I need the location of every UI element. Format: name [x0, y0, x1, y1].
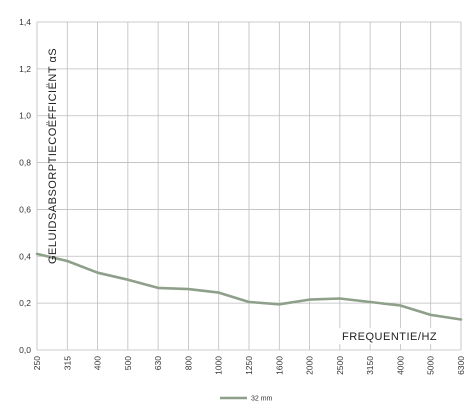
- series-layer: [35, 252, 463, 321]
- x-tick-label: 400: [93, 356, 103, 370]
- y-tick-label: 1,2: [19, 64, 31, 74]
- x-tick-label: 500: [123, 356, 133, 370]
- y-tick-label: 0,6: [19, 204, 31, 214]
- y-axis-label: GELUIDSABSORPTIECOËFFICIËNT αS: [47, 48, 59, 264]
- x-tick-label: 3150: [365, 356, 375, 375]
- x-tick-label: 4000: [395, 356, 405, 375]
- x-tick-label: 1600: [274, 356, 284, 375]
- x-tick-label: 800: [183, 356, 193, 370]
- x-axis-label: FREQUENTIE/HZ: [342, 331, 437, 343]
- x-tick-label: 5000: [426, 356, 436, 375]
- series-line-1: [35, 252, 463, 321]
- y-tick-label: 1,4: [19, 17, 31, 27]
- x-tick-label: 1250: [244, 356, 254, 375]
- x-tick-label: 315: [62, 356, 72, 370]
- y-tick-label: 1,0: [19, 111, 31, 121]
- x-tick-label: 2500: [335, 356, 345, 375]
- x-axis-label-background: [339, 328, 454, 344]
- grid: [36, 21, 462, 351]
- x-tick-label: 630: [153, 356, 163, 370]
- x-axis-ticks: 250 315 400 500 630 800 1000 1250 1600 2000 2500 31…: [32, 356, 464, 375]
- x-tick-label: 6300: [456, 356, 464, 375]
- y-tick-label: 0,8: [19, 158, 31, 168]
- legend-label: 32 mm: [251, 396, 273, 403]
- y-tick-label: 0,4: [19, 251, 31, 261]
- y-tick-label: 0,0: [19, 345, 31, 355]
- x-tick-label: 1000: [214, 356, 224, 375]
- x-tick-label: 2000: [305, 356, 315, 375]
- y-tick-label: 0,2: [19, 298, 31, 308]
- y-axis-ticks: 0,0 0,2 0,4 0,6 0,8 1,0 1,2 1,4: [19, 17, 31, 355]
- x-tick-label: 250: [32, 356, 42, 370]
- legend: 32 mm: [220, 396, 273, 403]
